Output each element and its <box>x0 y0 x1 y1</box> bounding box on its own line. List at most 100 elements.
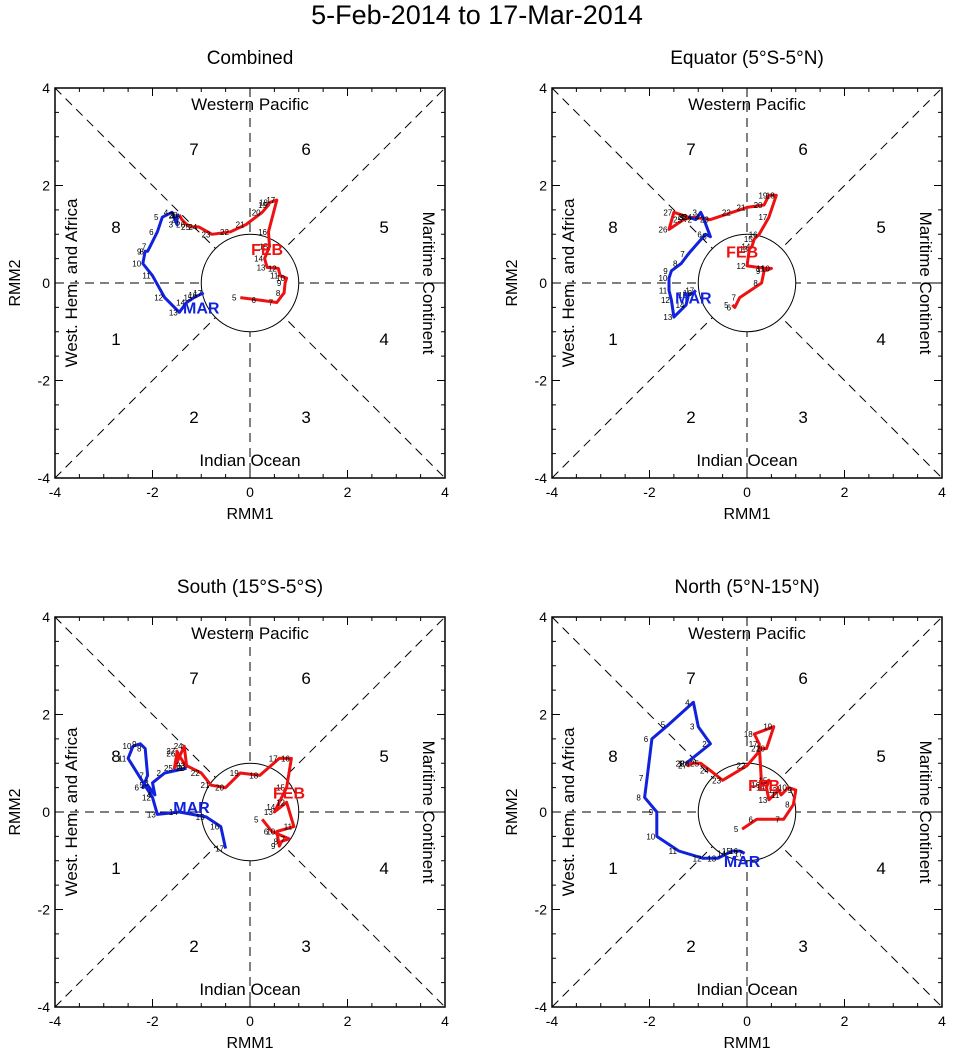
month-label-feb: FEB <box>273 786 305 803</box>
trajectory-mar <box>667 210 712 319</box>
day-label: 24 <box>683 213 692 222</box>
month-label-feb: FEB <box>251 242 283 259</box>
day-label: 3 <box>690 723 695 732</box>
phase-label-3: 3 <box>301 408 310 427</box>
trajectory-mar <box>126 742 228 849</box>
day-label: 25 <box>181 223 190 232</box>
day-label: 6 <box>149 228 154 237</box>
day-label: 5 <box>734 825 739 834</box>
day-label: 5 <box>724 301 729 310</box>
x-tick-label: 4 <box>938 484 946 500</box>
day-label: 25 <box>164 764 173 773</box>
y-axis-label: RMM2 <box>504 788 521 835</box>
day-label: 21 <box>737 203 746 212</box>
day-label: 3 <box>169 221 174 230</box>
y-tick-label: 2 <box>539 178 547 194</box>
day-label: 12 <box>154 294 163 303</box>
day-label: 23 <box>176 762 185 771</box>
day-label: 14 <box>741 242 750 251</box>
day-label: 6 <box>727 303 732 312</box>
unit-circle <box>697 233 797 333</box>
phase-label-1: 1 <box>608 859 617 878</box>
phase-label-5: 5 <box>379 747 388 766</box>
x-tick-label: 4 <box>938 1013 946 1029</box>
day-label: 25 <box>690 759 699 768</box>
y-axis-label: RMM2 <box>504 259 521 306</box>
region-label-bottom: Indian Ocean <box>696 451 797 470</box>
day-label: 8 <box>785 801 790 810</box>
day-label: 10 <box>276 274 285 283</box>
phase-label-5: 5 <box>876 747 885 766</box>
day-label: 26 <box>680 759 689 768</box>
day-label: 20 <box>252 208 261 217</box>
day-label: 14 <box>254 255 263 264</box>
phase-label-2: 2 <box>189 937 198 956</box>
day-label: 16 <box>258 228 267 237</box>
day-label: 14 <box>176 299 185 308</box>
day-label: 17 <box>215 845 224 854</box>
x-tick-label: -4 <box>49 1013 62 1029</box>
day-label: 8 <box>273 837 278 846</box>
y-tick-label: 2 <box>42 707 50 723</box>
day-label: 10 <box>761 264 770 273</box>
phase-label-3: 3 <box>301 937 310 956</box>
region-label-top: Western Pacific <box>688 624 806 643</box>
trajectory-feb <box>172 744 296 848</box>
day-label: 6 <box>264 828 269 837</box>
y-tick-label: 0 <box>539 804 547 820</box>
x-tick-label: 2 <box>344 484 352 500</box>
day-label: 12 <box>768 786 777 795</box>
panel-title: Combined <box>207 48 294 69</box>
day-label: 16 <box>188 291 197 300</box>
day-label: 19 <box>763 723 772 732</box>
day-label: 22 <box>191 769 200 778</box>
phase-label-6: 6 <box>301 140 310 159</box>
y-tick-label: -2 <box>38 902 51 918</box>
phase-label-2: 2 <box>686 408 695 427</box>
panel-north: North (5°N-15°N)-4-4-2-2002244RMM1RMM2We… <box>504 577 946 1052</box>
day-label: 19 <box>758 191 767 200</box>
day-label: 15 <box>196 813 205 822</box>
y-tick-label: 4 <box>42 609 50 625</box>
month-label-mar: MAR <box>183 300 220 317</box>
day-label: 25 <box>673 216 682 225</box>
day-label: 10 <box>646 832 655 841</box>
y-tick-label: 0 <box>42 804 50 820</box>
day-label: 8 <box>673 260 678 269</box>
day-label: 5 <box>254 815 259 824</box>
day-label: 10 <box>659 274 668 283</box>
day-label: 9 <box>663 267 668 276</box>
day-label: 9 <box>756 267 761 276</box>
day-label: 16 <box>729 847 738 856</box>
day-label: 18 <box>766 191 775 200</box>
day-label: 7 <box>269 299 274 308</box>
phase-label-8: 8 <box>608 218 617 237</box>
day-label: 10 <box>132 260 141 269</box>
trajectory-mar <box>141 210 205 314</box>
trajectory-feb <box>685 725 798 831</box>
phase-label-2: 2 <box>686 937 695 956</box>
day-label: 22 <box>220 228 229 237</box>
day-label: 5 <box>232 294 237 303</box>
day-label: 14 <box>169 808 178 817</box>
day-label: 12 <box>276 798 285 807</box>
day-label: 13 <box>739 245 748 254</box>
day-label: 8 <box>137 745 142 754</box>
trajectory-feb <box>177 198 289 304</box>
day-label: 11 <box>659 286 668 295</box>
phase-label-3: 3 <box>798 408 807 427</box>
y-tick-label: 2 <box>539 707 547 723</box>
region-label-bottom: Indian Ocean <box>199 980 300 999</box>
day-label: 12 <box>268 264 277 273</box>
x-tick-label: 2 <box>841 484 849 500</box>
phase-label-7: 7 <box>686 669 695 688</box>
x-tick-label: -2 <box>643 484 656 500</box>
day-label: 17 <box>685 286 694 295</box>
day-label: 20 <box>754 201 763 210</box>
day-label: 18 <box>259 199 268 208</box>
day-label: 8 <box>753 279 758 288</box>
y-tick-label: -4 <box>38 470 51 486</box>
day-label: 21 <box>201 781 210 790</box>
day-label: 16 <box>281 754 290 763</box>
day-label: 17 <box>269 754 278 763</box>
